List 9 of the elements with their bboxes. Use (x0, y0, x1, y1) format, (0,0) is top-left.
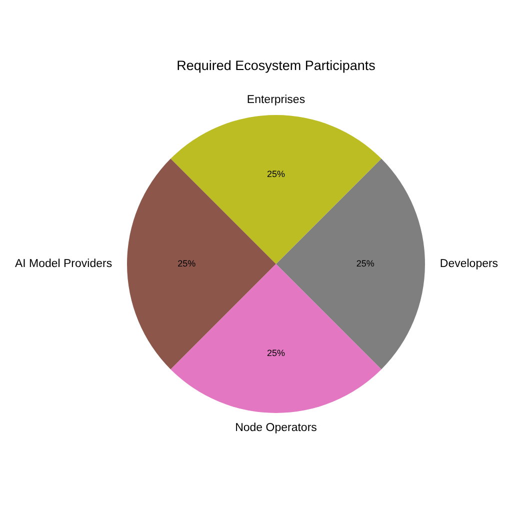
slice-label: Node Operators (235, 422, 318, 434)
data-label: 25% (178, 258, 196, 268)
slice-label: AI Model Providers (14, 258, 112, 270)
data-label: 25% (356, 258, 374, 268)
chart-title: Required Ecosystem Participants (176, 58, 376, 73)
data-label: 25% (266, 348, 286, 358)
slice-label: Developers (440, 258, 498, 270)
data-label: 25% (266, 168, 286, 179)
slice-label: Enterprises (246, 94, 306, 106)
